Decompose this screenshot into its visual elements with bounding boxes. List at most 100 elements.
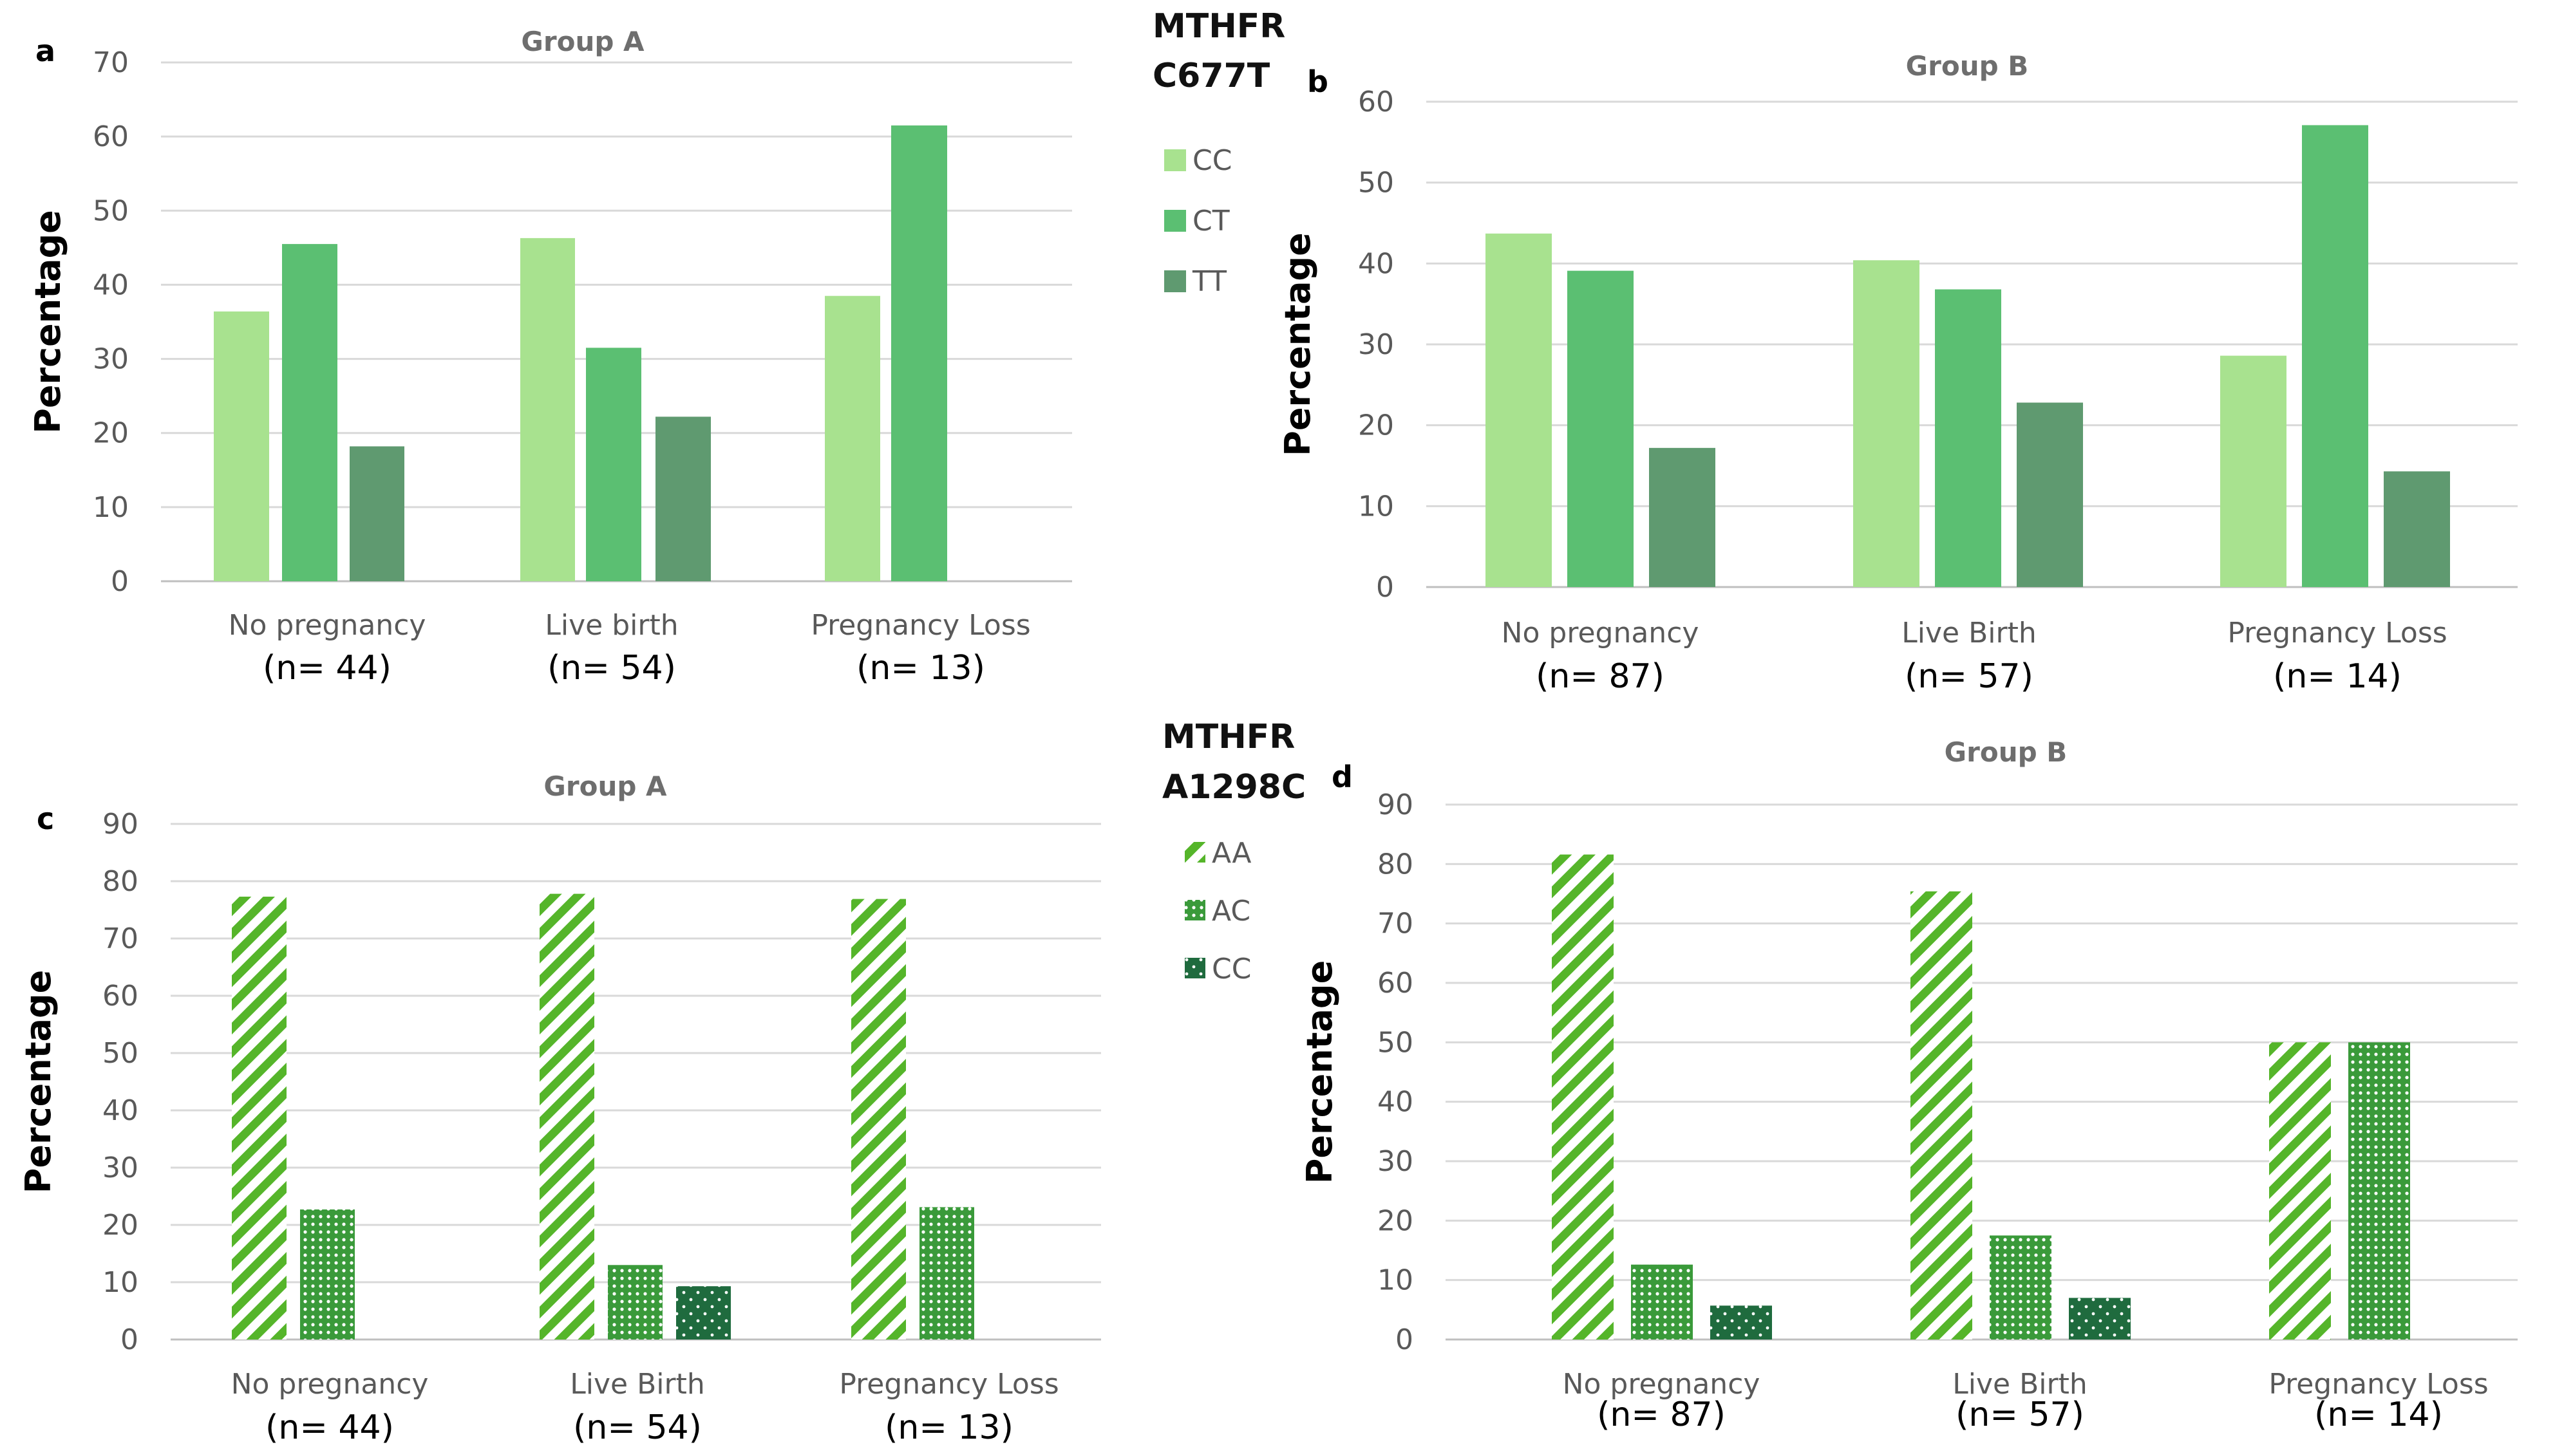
panel-letter-d: d (1332, 760, 1353, 794)
category-label-d-1: Live Birth (1952, 1368, 2087, 1401)
charts-root: 0 10 20 30 40 50 60 70 Group A a Percentage No preg… (18, 26, 2518, 1447)
legend-bottom-item-aa: AA (1185, 837, 1251, 870)
bar-d-live-birth-ac (1990, 1235, 2051, 1339)
legend-bottom-item-ac: AC (1185, 895, 1250, 928)
category-label-c-0: No pregnancy (231, 1368, 429, 1401)
bar-b-no-pregnancy-tt (1649, 447, 1715, 587)
category-label-d-2: Pregnancy Loss (2268, 1368, 2488, 1401)
sample-count-a-2: (n= 13) (856, 649, 985, 687)
legend-top-item-cc: CC (1164, 144, 1232, 177)
bar-d-live-birth-aa (1910, 891, 1972, 1339)
bar-b-pregnancy-loss-cc (2220, 355, 2286, 587)
bar-a-no-pregnancy-cc (214, 311, 269, 581)
y-tick-label-d-70: 70 (1377, 908, 1413, 940)
bar-c-live-birth-aa (540, 893, 594, 1339)
y-tick-label-a-0: 0 (111, 565, 129, 598)
bar-b-pregnancy-loss-ct (2302, 125, 2368, 587)
chart-title-c: Group A (543, 770, 667, 802)
bar-b-live-birth-tt (2017, 402, 2083, 587)
bar-a-pregnancy-loss-cc (825, 295, 880, 581)
bar-b-live-birth-cc (1853, 260, 1919, 587)
legend-top-swatch-cc (1164, 149, 1186, 171)
y-tick-label-a-60: 60 (93, 120, 129, 153)
chart-panel-c: 0 10 20 30 40 50 60 70 80 90 Group A c Percentage No … (18, 770, 1101, 1447)
sample-count-d-1: (n= 57) (1956, 1395, 2084, 1434)
y-tick-label-b-50: 50 (1358, 167, 1394, 200)
y-tick-label-d-50: 50 (1377, 1026, 1413, 1059)
bar-a-no-pregnancy-ct (282, 244, 337, 582)
bar-d-pregnancy-loss-ac (2348, 1042, 2410, 1339)
y-tick-label-b-20: 20 (1358, 409, 1394, 442)
bar-d-no-pregnancy-ac (1631, 1264, 1693, 1339)
y-tick-label-d-90: 90 (1377, 789, 1413, 821)
legend-bottom-swatch-aa (1185, 842, 1205, 863)
y-tick-label-a-30: 30 (93, 343, 129, 376)
category-label-a-2: Pregnancy Loss (811, 609, 1030, 642)
y-tick-label-a-70: 70 (93, 46, 129, 79)
chart-panel-a: 0 10 20 30 40 50 60 70 Group A a Percentage No preg… (28, 26, 1072, 687)
bar-b-live-birth-ct (1935, 289, 2001, 587)
y-tick-label-c-50: 50 (102, 1037, 138, 1070)
bar-b-no-pregnancy-cc (1485, 233, 1552, 587)
y-tick-label-d-30: 30 (1377, 1145, 1413, 1178)
category-label-b-1: Live Birth (1901, 617, 2036, 649)
y-tick-label-a-10: 10 (93, 491, 129, 524)
bar-d-no-pregnancy-cc (1710, 1305, 1772, 1339)
y-tick-label-a-50: 50 (93, 194, 129, 227)
bar-d-pregnancy-loss-aa (2269, 1042, 2331, 1339)
y-axis-label-b: Percentage (1277, 232, 1318, 456)
legend-bottom-title-line2: A1298C (1162, 768, 1306, 807)
legend-top: MTHFR C677T CC CT TT (1153, 7, 1285, 298)
legend-bottom-title-line1: MTHFR (1162, 718, 1295, 756)
y-tick-label-c-80: 80 (102, 865, 138, 898)
legend-bottom-swatch-ac (1185, 900, 1205, 920)
category-label-a-1: Live birth (545, 609, 678, 642)
legend-top-swatch-tt (1164, 270, 1186, 292)
y-tick-label-d-80: 80 (1377, 848, 1413, 881)
sample-count-d-2: (n= 14) (2314, 1395, 2443, 1434)
legend-bottom: MTHFR A1298C AA AC CC (1162, 718, 1306, 985)
y-tick-label-c-40: 40 (102, 1094, 138, 1127)
chart-title-b: Group B (1906, 50, 2029, 82)
y-tick-label-c-60: 60 (102, 980, 138, 1013)
sample-count-b-1: (n= 57) (1905, 657, 2033, 696)
legend-top-title-line2: C677T (1153, 57, 1270, 95)
chart-title-d: Group B (1945, 736, 2068, 768)
y-axis-label-d: Percentage (1299, 960, 1340, 1184)
category-label-c-1: Live Birth (570, 1368, 704, 1401)
y-tick-label-d-40: 40 (1377, 1086, 1413, 1119)
panel-letter-b: b (1307, 64, 1328, 99)
y-tick-label-d-20: 20 (1377, 1204, 1413, 1237)
legend-bottom-swatch-cc (1185, 958, 1205, 978)
sample-count-c-2: (n= 13) (885, 1408, 1013, 1447)
legend-bottom-label-ac: AC (1212, 895, 1250, 928)
bar-d-live-birth-cc (2069, 1298, 2131, 1339)
y-tick-label-a-40: 40 (93, 268, 129, 301)
sample-count-c-1: (n= 54) (573, 1408, 702, 1447)
sample-count-a-1: (n= 54) (547, 649, 676, 687)
y-axis-label-c: Percentage (18, 970, 59, 1193)
bar-a-no-pregnancy-tt (350, 446, 404, 581)
category-label-a-0: No pregnancy (229, 609, 426, 642)
bar-c-pregnancy-loss-aa (851, 899, 906, 1339)
y-tick-label-b-0: 0 (1376, 571, 1394, 604)
category-label-c-2: Pregnancy Loss (839, 1368, 1059, 1401)
y-axis-label-a: Percentage (28, 210, 68, 433)
y-tick-label-b-40: 40 (1358, 247, 1394, 280)
panel-letter-a: a (35, 33, 55, 68)
sample-count-d-0: (n= 87) (1597, 1395, 1726, 1434)
legend-top-label-tt: TT (1192, 265, 1227, 298)
legend-top-label-cc: CC (1192, 144, 1232, 177)
sample-count-b-2: (n= 14) (2273, 657, 2402, 696)
category-label-d-0: No pregnancy (1563, 1368, 1760, 1401)
bar-c-live-birth-cc (676, 1286, 731, 1339)
panel-letter-c: c (37, 801, 54, 836)
y-tick-label-d-0: 0 (1395, 1323, 1413, 1356)
bar-a-live-birth-tt (655, 416, 711, 581)
sample-count-b-0: (n= 87) (1536, 657, 1664, 696)
legend-top-swatch-ct (1164, 210, 1186, 232)
bar-a-live-birth-cc (520, 238, 575, 582)
bar-c-live-birth-ac (608, 1265, 663, 1339)
bar-b-no-pregnancy-ct (1567, 270, 1634, 587)
bar-c-pregnancy-loss-ac (919, 1207, 974, 1339)
